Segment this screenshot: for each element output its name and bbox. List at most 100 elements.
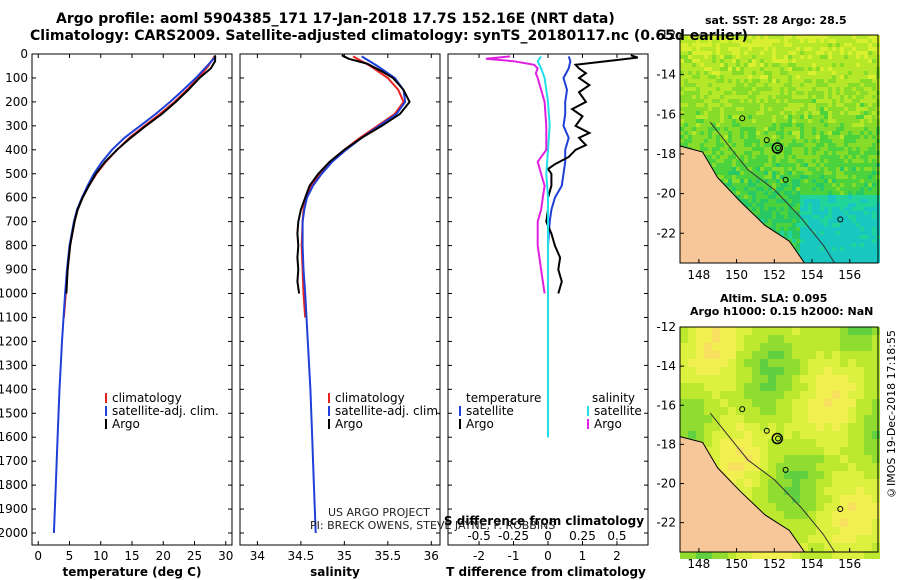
map-cell (752, 155, 756, 159)
map-cell (872, 239, 876, 243)
legend-label: climatology (335, 391, 405, 405)
map-cell (844, 223, 848, 227)
map-cell (792, 343, 800, 351)
map-cell (724, 115, 728, 119)
map-cell (836, 223, 840, 227)
map-cell (688, 87, 692, 91)
map-cell (796, 95, 800, 99)
map-cell (816, 147, 820, 151)
map-cell (828, 199, 832, 203)
map-cell (784, 455, 792, 463)
map-cell (680, 79, 684, 83)
map-cell (724, 171, 728, 175)
map-cell (864, 543, 872, 551)
map-cell (784, 51, 788, 55)
map-cell (864, 71, 868, 75)
map-cell (848, 35, 852, 39)
map-cell (740, 159, 744, 163)
map-cell (792, 51, 796, 55)
map-cell (820, 35, 824, 39)
map-cell (796, 127, 800, 131)
map-cell (768, 191, 772, 195)
map-cell (860, 223, 864, 227)
map-cell (736, 439, 744, 447)
legend-label: Argo (112, 417, 140, 431)
map-cell (692, 131, 696, 135)
map-cell (760, 191, 764, 195)
map-cell (820, 147, 824, 151)
map-cell (732, 39, 736, 43)
map-cell (840, 247, 844, 251)
map-cell (792, 455, 800, 463)
map-cell (688, 343, 696, 351)
map-cell (808, 207, 812, 211)
map-cell (808, 159, 812, 163)
map-cell (828, 203, 832, 207)
map-cell (848, 327, 856, 335)
map-cell (716, 107, 720, 111)
map-cell (688, 431, 696, 439)
map-cell (804, 103, 808, 107)
map-cell (852, 39, 856, 43)
map-cell (784, 47, 788, 51)
map-cell (712, 351, 720, 359)
map-cell (840, 175, 844, 179)
map-cell (736, 119, 740, 123)
map-cell (684, 95, 688, 99)
map-cell (808, 455, 816, 463)
map-cell (820, 87, 824, 91)
map-cell (704, 399, 712, 407)
map-cell (784, 187, 788, 191)
map-cell (816, 439, 824, 447)
map-cell (804, 87, 808, 91)
map-cell (804, 179, 808, 183)
map-cell (832, 527, 840, 535)
map-cell (836, 183, 840, 187)
map-cell (704, 95, 708, 99)
temperature-panel: 0100200300400500600700800900100011001200… (0, 47, 233, 579)
map-cell (864, 519, 872, 527)
map-cell (792, 447, 800, 455)
map-cell (852, 127, 856, 131)
map-cell (800, 75, 804, 79)
map-cell (712, 343, 720, 351)
map-cell (736, 55, 740, 59)
map-cell (728, 351, 736, 359)
map-cell (796, 55, 800, 59)
map-cell (780, 151, 784, 155)
map-cell (736, 147, 740, 151)
map-cell (804, 39, 808, 43)
map-cell (688, 75, 692, 79)
map-cell (844, 123, 848, 127)
map-cell (684, 127, 688, 131)
map-cell (780, 155, 784, 159)
map-cell (688, 351, 696, 359)
map-cell (732, 107, 736, 111)
map-cell (760, 131, 764, 135)
map-cell (796, 191, 800, 195)
map-cell (840, 259, 844, 263)
map-x-tick-label: 154 (801, 268, 824, 282)
map-cell (812, 147, 816, 151)
map-cell (732, 183, 736, 187)
map-cell (844, 75, 848, 79)
map-cell (740, 183, 744, 187)
map-cell (844, 199, 848, 203)
map-cell (736, 195, 740, 199)
map-cell (820, 159, 824, 163)
map-cell (732, 95, 736, 99)
map-cell (712, 151, 716, 155)
map-cell (872, 231, 876, 235)
map-cell (840, 55, 844, 59)
map-cell (864, 183, 868, 187)
map-cell (844, 91, 848, 95)
map-cell (868, 147, 872, 151)
map-cell (792, 335, 800, 343)
map-cell (760, 151, 764, 155)
map-cell (844, 163, 848, 167)
map-cell (752, 131, 756, 135)
map-cell (840, 367, 848, 375)
map-cell (756, 75, 760, 79)
map-cell (772, 199, 776, 203)
map-x-tick-label: 154 (801, 557, 824, 571)
